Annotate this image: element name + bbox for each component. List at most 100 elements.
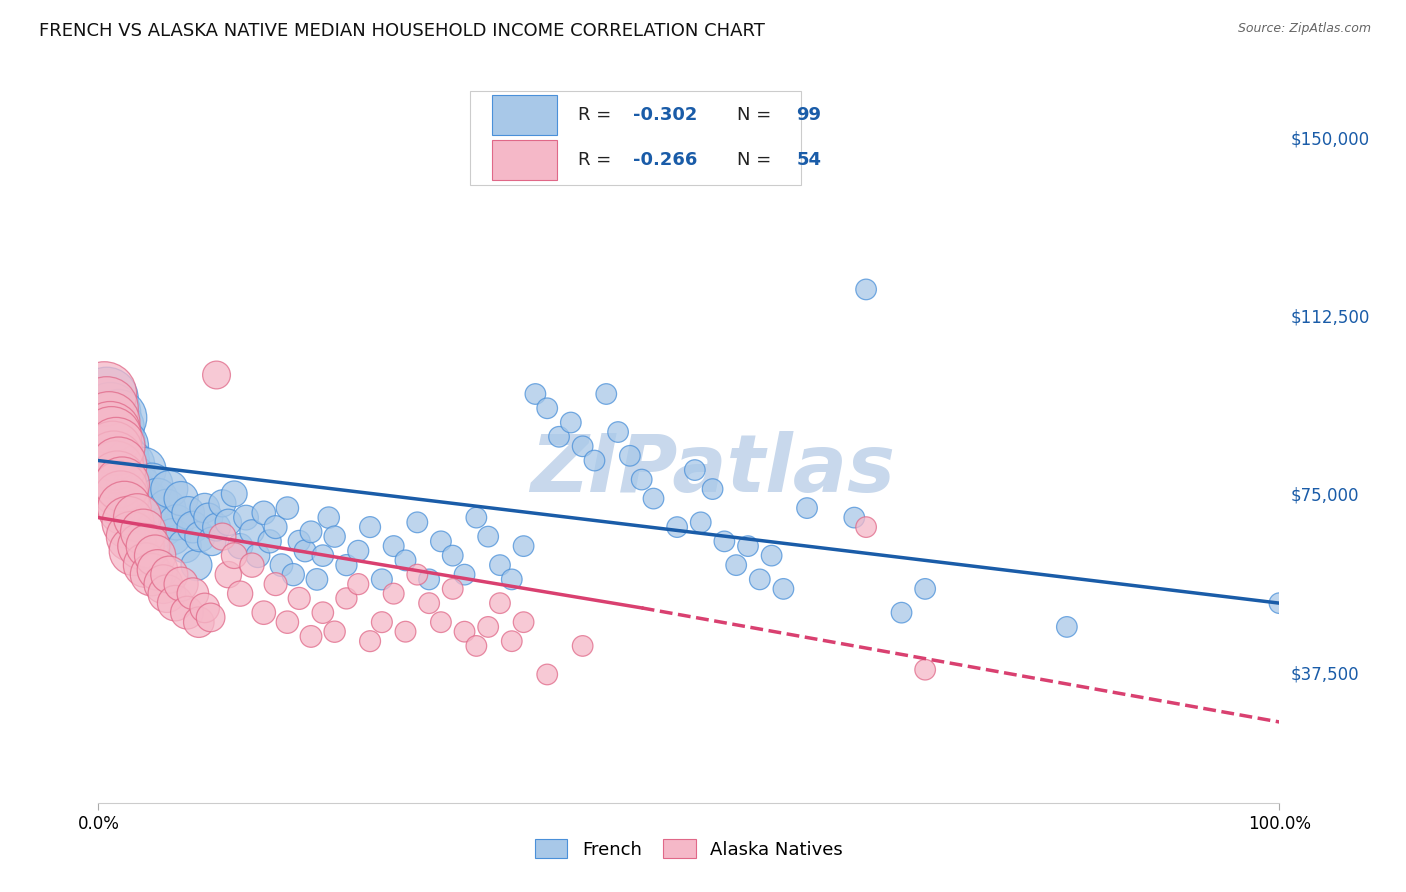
Point xyxy=(129,491,152,506)
Point xyxy=(205,368,228,382)
Point xyxy=(141,477,163,491)
Point xyxy=(477,530,499,544)
Point xyxy=(607,425,630,439)
Point xyxy=(165,516,187,530)
Point xyxy=(224,487,246,501)
Point xyxy=(359,520,381,534)
Point xyxy=(211,530,233,544)
Point xyxy=(737,539,759,553)
Point xyxy=(132,463,155,477)
Point xyxy=(305,573,328,587)
Point xyxy=(105,473,128,487)
Point xyxy=(104,420,127,434)
Point xyxy=(855,282,877,296)
Point xyxy=(288,591,311,606)
Point xyxy=(796,501,818,516)
Point xyxy=(229,539,252,553)
Point xyxy=(200,610,222,624)
Point xyxy=(105,439,128,453)
Point xyxy=(157,567,180,582)
Point xyxy=(394,624,416,639)
Point xyxy=(143,510,166,524)
Point xyxy=(406,516,429,530)
Point xyxy=(93,387,115,401)
Point xyxy=(371,615,394,630)
Point xyxy=(188,530,211,544)
FancyBboxPatch shape xyxy=(471,91,801,185)
Point xyxy=(240,524,263,539)
Point xyxy=(104,463,127,477)
Point xyxy=(157,482,180,496)
Point xyxy=(725,558,748,573)
Point xyxy=(914,582,936,596)
Point xyxy=(748,573,770,587)
Point xyxy=(176,606,198,620)
Text: ZIPatlas: ZIPatlas xyxy=(530,432,896,509)
Point xyxy=(276,501,298,516)
Point xyxy=(141,567,163,582)
Point xyxy=(122,487,145,501)
Point xyxy=(201,534,224,549)
Point xyxy=(294,544,316,558)
Point xyxy=(1268,596,1291,610)
Point xyxy=(465,510,488,524)
Point xyxy=(571,639,593,653)
Point xyxy=(170,577,193,591)
Point xyxy=(101,444,124,458)
Point xyxy=(181,520,204,534)
Point xyxy=(312,606,335,620)
Point xyxy=(103,453,125,467)
Point xyxy=(465,639,488,653)
Legend: French, Alaska Natives: French, Alaska Natives xyxy=(527,832,851,866)
Point xyxy=(187,615,209,630)
Point xyxy=(560,416,582,430)
Point xyxy=(253,606,276,620)
Point xyxy=(312,549,335,563)
Point xyxy=(382,587,405,601)
Point xyxy=(108,463,131,477)
Point xyxy=(548,430,571,444)
Point xyxy=(914,663,936,677)
Point xyxy=(98,406,121,420)
Point xyxy=(702,482,724,496)
Point xyxy=(583,453,606,467)
Text: Source: ZipAtlas.com: Source: ZipAtlas.com xyxy=(1237,22,1371,36)
Point xyxy=(501,573,523,587)
Point xyxy=(146,563,169,577)
Point xyxy=(103,453,125,467)
Point xyxy=(347,577,370,591)
Point xyxy=(406,567,429,582)
Point xyxy=(253,506,276,520)
Point xyxy=(643,491,665,506)
Point xyxy=(229,587,252,601)
Point xyxy=(453,624,475,639)
Point xyxy=(105,434,128,449)
Point xyxy=(235,510,257,524)
Point xyxy=(107,410,129,425)
Point xyxy=(477,620,499,634)
Point xyxy=(136,539,159,553)
Point xyxy=(108,482,131,496)
Point xyxy=(101,444,124,458)
Point xyxy=(666,520,689,534)
Point xyxy=(152,520,174,534)
Point xyxy=(264,520,287,534)
Text: R =: R = xyxy=(578,151,617,169)
Point xyxy=(536,401,558,416)
Point xyxy=(152,577,174,591)
Point xyxy=(146,491,169,506)
Point xyxy=(323,624,346,639)
Point xyxy=(217,567,239,582)
Point xyxy=(156,501,179,516)
Point xyxy=(105,449,128,463)
Point xyxy=(501,634,523,648)
Point xyxy=(453,567,475,582)
Point xyxy=(323,530,346,544)
Point xyxy=(264,577,287,591)
Point xyxy=(156,587,179,601)
Point xyxy=(98,416,121,430)
Text: 99: 99 xyxy=(796,106,821,124)
Point xyxy=(430,534,453,549)
Point xyxy=(489,558,512,573)
Point xyxy=(512,539,534,553)
